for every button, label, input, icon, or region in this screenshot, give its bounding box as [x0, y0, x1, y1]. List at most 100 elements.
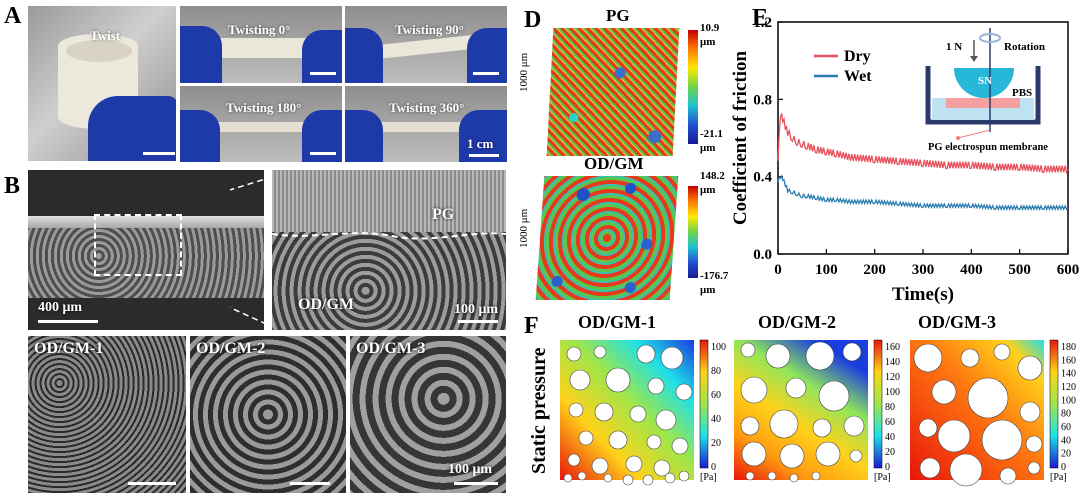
- colorbar: [699, 339, 709, 469]
- pore: [785, 377, 807, 399]
- pore: [647, 377, 665, 395]
- pore: [960, 348, 980, 368]
- side-label: 1000 μm: [518, 52, 530, 92]
- pore: [563, 473, 573, 483]
- pore: [769, 409, 799, 439]
- y-tick-label: 0.4: [753, 170, 772, 186]
- panel-label-e: E: [752, 5, 769, 31]
- y-axis-label: Coefficient of friction: [730, 51, 751, 226]
- pore: [815, 441, 841, 467]
- scale-bar: [454, 482, 498, 485]
- pore: [646, 434, 662, 450]
- colorbar: [873, 339, 883, 469]
- pore: [913, 343, 943, 373]
- pore: [740, 342, 756, 358]
- colorbar-tick: 180: [1061, 342, 1076, 353]
- pore: [741, 441, 767, 467]
- scale-bar: [473, 72, 499, 75]
- colorbar-tick: 20: [885, 447, 895, 458]
- photo-twist: Twist: [28, 6, 176, 161]
- colorbar-max: 10.9: [700, 22, 720, 34]
- sem-odgm-3: OD/GM-3 100 μm: [350, 336, 506, 493]
- colorbar-pg: [688, 30, 698, 144]
- pore: [605, 367, 631, 393]
- label-twist-0: Twisting 0°: [228, 22, 291, 37]
- pore: [566, 346, 582, 362]
- colorbar-tick: 140: [1061, 369, 1076, 380]
- inset-membrane: PG electrospun membrane: [928, 142, 1048, 153]
- scale-label: 100 μm: [448, 462, 493, 477]
- inset-pbs: PBS: [1012, 87, 1032, 99]
- pore: [671, 437, 689, 455]
- pore: [842, 342, 862, 362]
- sem-odgm-2: OD/GM-2: [190, 336, 346, 493]
- zoom-lines: [230, 175, 276, 329]
- inset-sn: SN: [978, 75, 992, 87]
- scale-label: 1 cm: [467, 136, 494, 151]
- pore: [818, 380, 850, 412]
- map-title-2: OD/GM-2: [758, 312, 836, 332]
- pore: [603, 473, 613, 483]
- label-odgm-3: OD/GM-3: [356, 340, 426, 357]
- pore: [949, 453, 983, 487]
- colorbar-tick: 0: [1061, 462, 1066, 473]
- scale-bar: [469, 154, 499, 157]
- pore: [660, 346, 684, 370]
- static-pressure-label: Static pressure: [528, 347, 550, 474]
- colorbar-tick: 120: [1061, 382, 1076, 393]
- x-tick-label: 300: [912, 262, 935, 278]
- colorbar-tick: 0: [885, 462, 890, 473]
- x-tick-label: 600: [1057, 262, 1080, 278]
- scale-bar: [310, 152, 336, 155]
- pore: [1019, 401, 1041, 423]
- panel-label-f: F: [524, 313, 539, 339]
- pore: [1027, 461, 1041, 475]
- colorbar-tick: 80: [1061, 409, 1071, 420]
- pore: [678, 470, 690, 482]
- colorbar-max: 148.2: [700, 170, 725, 182]
- legend-label-wet: Wet: [844, 68, 872, 85]
- pore: [642, 474, 654, 486]
- tribometer-inset: 1 N Rotation SN PBS PG electrospun membr…: [925, 28, 1048, 153]
- colorbar-tick: 100: [711, 342, 726, 353]
- scale-bar: [310, 72, 336, 75]
- colorbar-unit: [Pa]: [1050, 472, 1067, 483]
- colorbar-min: -21.1: [700, 128, 723, 140]
- pore: [779, 443, 805, 469]
- pore: [636, 344, 656, 364]
- x-tick-label: 100: [815, 262, 838, 278]
- photo-twist-0: Twisting 0°: [180, 6, 342, 83]
- sem-cross-section: 400 μm: [28, 170, 264, 330]
- colorbar: [1049, 339, 1059, 469]
- colorbar-tick: 160: [885, 342, 900, 353]
- pressure-map-3: 180 160 140 120 100 80 60 40 20 0[Pa]: [910, 339, 1076, 487]
- scale-label: 400 μm: [38, 300, 83, 315]
- label-twist-180: Twisting 180°: [226, 100, 302, 115]
- pore: [568, 402, 584, 418]
- scale-bar: [290, 482, 330, 485]
- colorbar-tick: 60: [711, 390, 721, 401]
- surface-title-pg: PG: [606, 6, 630, 25]
- x-axis-label: Time(s): [892, 284, 954, 305]
- series-line-dry: [777, 113, 1069, 175]
- pore: [918, 418, 938, 438]
- pore: [1025, 435, 1043, 453]
- colorbar-unit: [Pa]: [874, 472, 891, 483]
- pore: [981, 419, 1023, 461]
- pressure-maps: 100806040200[Pa]160140120100806040200[Pa…: [560, 339, 1076, 487]
- pore: [745, 471, 755, 481]
- scale-bar: [38, 320, 98, 323]
- colorbar-tick: 20: [1061, 449, 1071, 460]
- pore: [591, 457, 609, 475]
- panel-label-d: D: [524, 7, 542, 33]
- scale-bar: [143, 152, 175, 155]
- map-title-1: OD/GM-1: [578, 312, 656, 332]
- pore: [967, 377, 1009, 419]
- colorbar-tick: 140: [885, 357, 900, 368]
- pore: [629, 405, 647, 423]
- surface-title-odgm: OD/GM: [584, 154, 644, 173]
- label-twist: Twist: [90, 28, 121, 43]
- x-tick-label: 0: [774, 262, 782, 278]
- colorbar-tick: 60: [1061, 422, 1071, 433]
